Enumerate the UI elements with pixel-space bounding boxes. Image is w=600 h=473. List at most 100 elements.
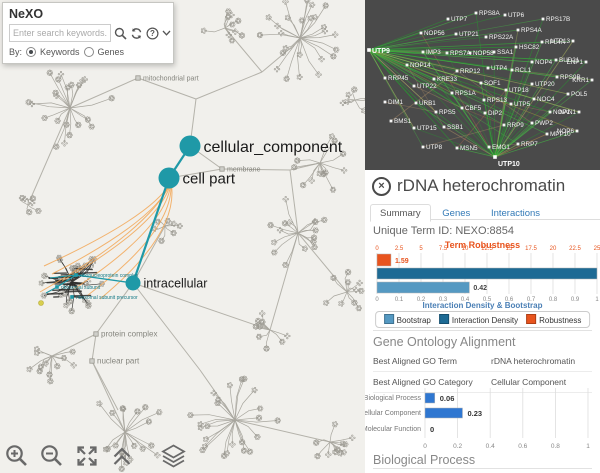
gene-node-IMP3[interactable]: IMP3 bbox=[421, 49, 442, 56]
gene-node-HSC82[interactable]: HSC82 bbox=[514, 44, 540, 51]
gene-node-BMS1[interactable]: BMS1 bbox=[389, 118, 412, 125]
gene-node-RRP12[interactable]: RRP12 bbox=[455, 68, 481, 75]
zoom-in-button[interactable] bbox=[4, 442, 32, 470]
gene-node-PWP2[interactable]: PWP2 bbox=[530, 120, 554, 127]
go-term-value: rDNA heterochromatin bbox=[491, 356, 576, 366]
svg-text:RPS1A: RPS1A bbox=[455, 90, 476, 97]
gene-node-BUD21[interactable]: BUD21 bbox=[554, 57, 580, 64]
gene-node-RPS8A[interactable]: RPS8A bbox=[474, 10, 501, 17]
ontology-tree-graph[interactable]: mitochondrial part membrane protein comple… bbox=[0, 0, 365, 473]
gene-node-NOP4[interactable]: NOP4 bbox=[530, 59, 553, 66]
svg-text:0.8: 0.8 bbox=[551, 443, 560, 450]
gene-node-POL5[interactable]: POL5 bbox=[566, 91, 588, 98]
gene-node-RPL4A[interactable]: RPL4A bbox=[540, 39, 566, 46]
gene-node-RCL1[interactable]: RCL1 bbox=[510, 67, 532, 74]
gene-node-UTP21[interactable]: UTP21 bbox=[454, 31, 479, 38]
chevron-down-icon[interactable] bbox=[162, 29, 171, 37]
radio-genes-label[interactable]: Genes bbox=[97, 47, 125, 57]
tab-interactions[interactable]: Interactions bbox=[490, 208, 541, 219]
gene-node-RRP7[interactable]: RRP7 bbox=[516, 141, 539, 148]
gene-node-UTP22[interactable]: UTP22 bbox=[412, 83, 437, 90]
gene-node-RPS5[interactable]: RPS5 bbox=[434, 109, 456, 116]
gene-node-RPS7A[interactable]: RPS7A bbox=[445, 50, 472, 57]
gene-node-NOP56[interactable]: NOP56 bbox=[419, 30, 446, 37]
gene-node-DIM1[interactable]: DIM1 bbox=[383, 99, 404, 106]
svg-text:5: 5 bbox=[419, 246, 423, 252]
gene-node-NOP6[interactable]: NOP6 bbox=[557, 128, 579, 135]
gene-node-UTP10[interactable]: UTP10 bbox=[493, 155, 520, 168]
gene-node-MPP10[interactable]: MPP10 bbox=[545, 131, 572, 138]
ontology-tree-canvas[interactable]: mitochondrial part membrane protein comple… bbox=[0, 0, 365, 473]
tree-node-ribosomal-subunit[interactable]: ribosomal subunit bbox=[55, 285, 101, 291]
svg-text:EMG1: EMG1 bbox=[492, 144, 510, 151]
gene-node-KRE33[interactable]: KRE33 bbox=[432, 76, 458, 83]
gene-node-SSA1[interactable]: SSA1 bbox=[492, 49, 514, 56]
gene-network-panel[interactable]: UTP7 RPS8A UTP6 RPS17B NOP56 UTP21 RPS22A RPS4A… bbox=[365, 0, 600, 170]
svg-text:0.23: 0.23 bbox=[467, 409, 482, 418]
gene-node-NOP14[interactable]: NOP14 bbox=[405, 62, 432, 69]
zoom-in-icon bbox=[6, 445, 27, 466]
svg-text:NOP4: NOP4 bbox=[535, 59, 553, 66]
detail-tabs: Summary Genes Interactions bbox=[370, 203, 600, 222]
refresh-icon[interactable] bbox=[130, 27, 143, 40]
gene-node-UTP13[interactable]: UTP13 bbox=[550, 38, 575, 45]
radio-keywords[interactable] bbox=[26, 47, 37, 57]
collapse-button[interactable] bbox=[109, 442, 137, 470]
gene-node-NOC4[interactable]: NOC4 bbox=[532, 96, 555, 103]
gene-node-SSB1[interactable]: SSB1 bbox=[442, 124, 464, 131]
fit-to-screen-button[interactable] bbox=[74, 442, 102, 470]
gene-node-UTP9[interactable]: UTP9 bbox=[367, 48, 390, 55]
tab-summary[interactable]: Summary bbox=[370, 204, 431, 222]
tree-node-cellular-component[interactable]: cellular_component bbox=[179, 135, 343, 157]
gene-node-NAN1[interactable]: NAN1 bbox=[559, 109, 581, 116]
gene-node-UTP18[interactable]: UTP18 bbox=[504, 87, 529, 94]
search-icon[interactable] bbox=[114, 27, 127, 40]
gene-node-RPS1A[interactable]: RPS1A bbox=[450, 90, 477, 97]
tree-node-nuclear-part[interactable]: nuclear part bbox=[89, 357, 140, 366]
gene-node-UTP5[interactable]: UTP5 bbox=[509, 101, 531, 108]
gene-node-EMG1[interactable]: EMG1 bbox=[487, 144, 511, 151]
layers-button[interactable] bbox=[160, 442, 188, 470]
go-category-chart: 0 0.2 0.4 0.6 0.8 1 Biological Process 0.06 Cell… bbox=[365, 388, 590, 450]
svg-text:0: 0 bbox=[375, 297, 379, 303]
gene-node-RPS4A[interactable]: RPS4A bbox=[516, 27, 543, 34]
tree-node-cell-part[interactable]: cell part bbox=[158, 167, 236, 189]
radio-genes[interactable] bbox=[83, 47, 94, 57]
gene-node-SOF1[interactable]: SOF1 bbox=[479, 80, 501, 87]
gene-node-MSN5[interactable]: MSN5 bbox=[455, 145, 478, 152]
gene-node-UTP6[interactable]: UTP6 bbox=[503, 12, 525, 19]
gene-node-DIP2[interactable]: DIP2 bbox=[483, 110, 503, 117]
gene-node-NOP1[interactable]: NOP1 bbox=[548, 109, 571, 116]
gene-node-RPS13[interactable]: RPS13 bbox=[482, 97, 508, 104]
close-icon[interactable]: × bbox=[372, 176, 391, 196]
go-alignment-table: Best Aligned GO Term rDNA heterochromati… bbox=[373, 351, 592, 393]
gene-node-RPS9B[interactable]: RPS9B bbox=[555, 74, 581, 81]
tree-node-ribonucleoprotein-complex[interactable]: ribonucleoprotein complex bbox=[74, 273, 139, 279]
gene-node-RPS22A[interactable]: RPS22A bbox=[484, 34, 514, 41]
tree-node-intracellular[interactable]: intracellular bbox=[125, 275, 208, 291]
gene-node-UTP20[interactable]: UTP20 bbox=[530, 81, 555, 88]
gene-node-RRP45[interactable]: RRP45 bbox=[383, 75, 409, 82]
tab-genes[interactable]: Genes bbox=[442, 208, 471, 219]
tree-node-membrane[interactable]: membrane bbox=[219, 166, 261, 174]
gene-node-UTP8[interactable]: UTP8 bbox=[421, 144, 443, 151]
gene-node-RPS17B[interactable]: RPS17B bbox=[541, 16, 571, 23]
gene-network-graph[interactable]: UTP7 RPS8A UTP6 RPS17B NOP56 UTP21 RPS22A RPS4A… bbox=[365, 0, 600, 170]
gene-node-UTP7[interactable]: UTP7 bbox=[446, 16, 468, 23]
gene-node-CBF5[interactable]: CBF5 bbox=[460, 105, 482, 112]
radio-keywords-label[interactable]: Keywords bbox=[40, 47, 80, 57]
search-input[interactable] bbox=[9, 24, 111, 42]
legend-swatch-bootstrap bbox=[383, 314, 394, 324]
zoom-out-button[interactable] bbox=[39, 442, 67, 470]
tree-node-protein-complex[interactable]: protein complex bbox=[93, 330, 158, 339]
gene-node-KRR1[interactable]: KRR1 bbox=[572, 77, 594, 84]
help-icon[interactable]: ? bbox=[146, 26, 159, 40]
gene-node-RRP9[interactable]: RRP9 bbox=[502, 122, 525, 129]
gene-node-UTP4[interactable]: UTP4 bbox=[486, 65, 508, 72]
gene-node-URB1[interactable]: URB1 bbox=[414, 100, 437, 107]
gene-node-NOP58[interactable]: NOP58 bbox=[468, 50, 495, 57]
gene-node-UTP15[interactable]: UTP15 bbox=[412, 125, 437, 132]
tree-node-ribosomal-subunit-precursor[interactable]: ribosomal subunit precursor bbox=[70, 295, 138, 301]
tree-node-mitochondrial-part[interactable]: mitochondrial part bbox=[135, 75, 199, 83]
gene-node-ENP1[interactable]: ENP1 bbox=[567, 59, 588, 66]
